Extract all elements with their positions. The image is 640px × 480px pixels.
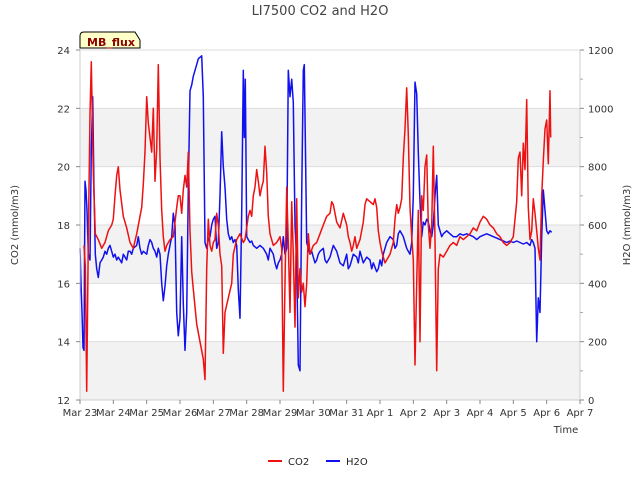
left-tick-label: 20 bbox=[57, 163, 70, 174]
background-bands bbox=[80, 50, 580, 400]
left-tick-label: 24 bbox=[57, 46, 70, 57]
x-tick-label: Apr 4 bbox=[467, 408, 494, 419]
right-tick-label: 600 bbox=[588, 221, 607, 232]
left-tick-label: 16 bbox=[57, 279, 70, 290]
left-tick-label: 14 bbox=[57, 338, 70, 349]
x-tick-label: Mar 28 bbox=[229, 408, 264, 419]
band bbox=[80, 166, 580, 225]
x-tick-label: Mar 31 bbox=[329, 408, 364, 419]
right-tick-label: 400 bbox=[588, 279, 607, 290]
x-tick-label: Apr 7 bbox=[567, 408, 594, 419]
right-tick-label: 200 bbox=[588, 338, 607, 349]
left-axis-ticks: 12 14 16 18 20 22 24 bbox=[57, 46, 80, 407]
x-tick-label: Mar 24 bbox=[96, 408, 131, 419]
x-tick-label: Apr 3 bbox=[433, 408, 460, 419]
band bbox=[80, 50, 580, 109]
x-tick-label: Apr 5 bbox=[500, 408, 527, 419]
band bbox=[80, 108, 580, 167]
x-tick-label: Mar 26 bbox=[163, 408, 198, 419]
x-tick-label: Apr 2 bbox=[400, 408, 427, 419]
band bbox=[80, 341, 580, 400]
right-tick-label: 0 bbox=[588, 396, 594, 407]
left-tick-label: 22 bbox=[57, 104, 70, 115]
legend: CO2 H2O bbox=[268, 457, 368, 468]
x-tick-label: Mar 29 bbox=[263, 408, 298, 419]
x-tick-label: Apr 6 bbox=[533, 408, 560, 419]
left-axis-label: CO2 (mmol/m3) bbox=[10, 185, 21, 265]
x-tick-label: Apr 1 bbox=[367, 408, 394, 419]
series-line-co2 bbox=[83, 60, 552, 393]
right-tick-label: 1200 bbox=[588, 46, 613, 57]
annotation-badge: MB_flux bbox=[79, 31, 141, 49]
right-axis-ticks: 0 200 400 600 800 1000 1200 bbox=[580, 46, 613, 407]
x-tick-label: Mar 30 bbox=[296, 408, 331, 419]
band bbox=[80, 225, 580, 284]
left-tick-label: 12 bbox=[57, 396, 70, 407]
right-axis-label: H2O (mmol/m3) bbox=[622, 185, 633, 266]
right-tick-label: 800 bbox=[588, 163, 607, 174]
annotation-label: MB_flux bbox=[87, 36, 135, 49]
right-tick-label: 1000 bbox=[588, 104, 613, 115]
x-tick-label: Mar 27 bbox=[196, 408, 231, 419]
x-tick-label: Mar 23 bbox=[63, 408, 98, 419]
left-tick-label: 18 bbox=[57, 221, 70, 232]
legend-label-h2o: H2O bbox=[346, 457, 368, 468]
series-lines bbox=[79, 55, 553, 393]
x-axis-label: Time bbox=[553, 425, 578, 436]
band bbox=[80, 283, 580, 342]
x-tick-label: Mar 25 bbox=[129, 408, 164, 419]
chart-title: LI7500 CO2 and H2O bbox=[252, 4, 389, 19]
legend-label-co2: CO2 bbox=[288, 457, 309, 468]
